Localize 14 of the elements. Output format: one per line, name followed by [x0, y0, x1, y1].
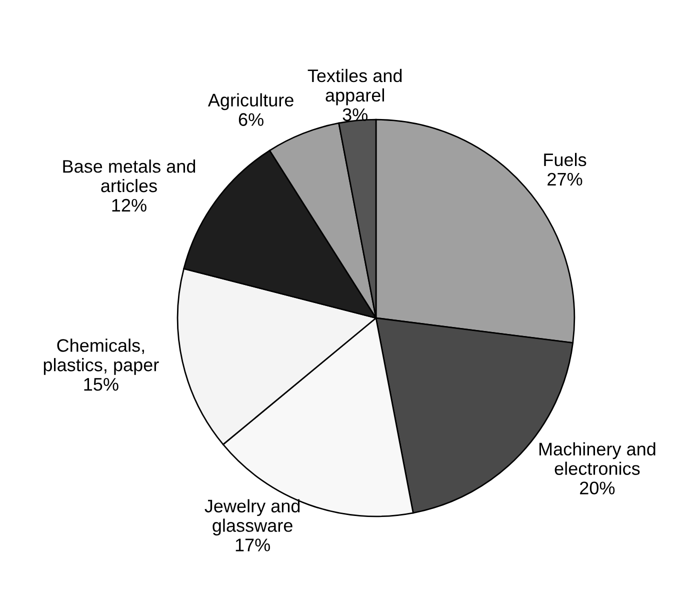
data-label: 12% — [112, 198, 146, 212]
data-label: 15% — [84, 378, 118, 391]
data-label: 17% — [236, 538, 270, 552]
data-label: 20% — [580, 482, 615, 494]
data-label: 3% — [342, 108, 368, 122]
slice-label: Chemicals, plastics, paper — [44, 338, 159, 375]
data-label: 6% — [238, 113, 264, 126]
slice-label: Agriculture — [208, 93, 294, 110]
data-label: 27% — [548, 172, 582, 186]
slice-label: Machinery and electronics — [539, 442, 656, 475]
slice-label: Textiles and apparel — [308, 68, 402, 106]
slice-label: Base metals and articles — [63, 160, 196, 192]
slice-label: Fuels — [544, 152, 586, 166]
slice-label: Jewelry and glassware — [204, 499, 300, 536]
